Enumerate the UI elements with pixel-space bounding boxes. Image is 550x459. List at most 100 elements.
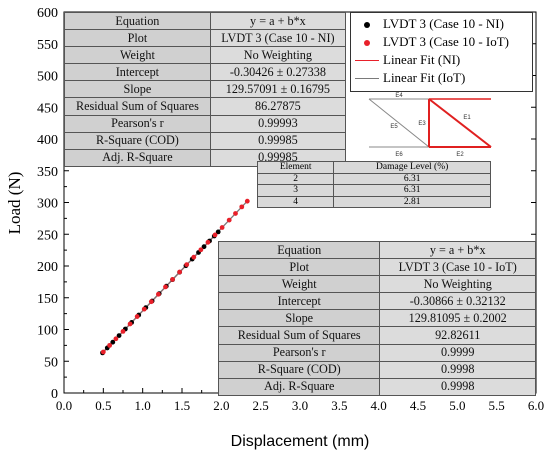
legend-item-fit-ni: Linear Fit (NI) bbox=[355, 51, 460, 69]
data-point bbox=[156, 291, 161, 297]
data-point bbox=[116, 333, 122, 338]
data-point bbox=[198, 247, 204, 253]
fit-table-value: 0.9999 bbox=[379, 343, 536, 362]
label-e3: E3 bbox=[418, 121, 426, 127]
fit-table-key: Weight bbox=[217, 275, 381, 294]
fit-table-value: LVDT 3 (Case 10 - IoT) bbox=[379, 258, 536, 277]
damage-cell: Element bbox=[256, 161, 335, 174]
damage-table-header: Element Damage Level (%) bbox=[256, 161, 491, 174]
fit-table-key: Adj. R-Square bbox=[64, 148, 211, 167]
y-tick-label: 600 bbox=[37, 6, 58, 21]
y-tick-label: 550 bbox=[37, 38, 58, 53]
fit-table-value: y = a + b*x bbox=[209, 11, 347, 31]
fit-table-row: Slope 129.57091 ± 0.16795 bbox=[64, 80, 347, 99]
data-point bbox=[233, 211, 238, 216]
fit-table-row: Slope 129.81095 ± 0.2002 bbox=[217, 309, 536, 328]
data-point bbox=[163, 284, 168, 290]
fit-table-key: Equation bbox=[64, 11, 211, 31]
x-axis-label: Displacement (mm) bbox=[231, 433, 370, 450]
data-point bbox=[212, 232, 218, 238]
legend-item-fit-iot: Linear Fit (IoT) bbox=[355, 69, 465, 87]
fit-table-value: 0.9998 bbox=[379, 377, 536, 396]
fit-table-value: 0.99985 bbox=[209, 131, 347, 150]
x-tick-label: 3.0 bbox=[292, 398, 308, 413]
legend-item-iot: LVDT 3 (Case 10 - IoT) bbox=[355, 33, 509, 51]
fit-table-header: Equation y = a + b*x bbox=[64, 11, 347, 31]
data-point bbox=[100, 349, 106, 355]
label-e4: E4 bbox=[395, 93, 403, 99]
data-point bbox=[127, 321, 133, 327]
label-e1: E1 bbox=[463, 115, 471, 121]
fit-table-key: R-Square (COD) bbox=[64, 131, 211, 150]
fit-table-row: Plot LVDT 3 (Case 10 - IoT) bbox=[217, 258, 536, 277]
label-e5: E5 bbox=[390, 124, 398, 130]
y-tick-label: 300 bbox=[37, 197, 58, 212]
legend-label-ni: LVDT 3 (Case 10 - NI) bbox=[383, 16, 504, 31]
data-point bbox=[148, 299, 154, 305]
fit-table-row: Plot LVDT 3 (Case 10 - NI) bbox=[64, 29, 347, 48]
data-point bbox=[141, 306, 147, 312]
x-tick-label: 0.0 bbox=[56, 398, 72, 413]
x-tick-label: 0.5 bbox=[95, 398, 111, 413]
data-point bbox=[201, 244, 207, 250]
fit-table-value: y = a + b*x bbox=[379, 240, 536, 260]
fit-table-value: -0.30866 ± 0.32132 bbox=[379, 292, 536, 311]
fit-table-key: Adj. R-Square bbox=[217, 377, 381, 396]
y-tick-label: 250 bbox=[37, 228, 58, 243]
damage-cell: 2.81 bbox=[333, 195, 491, 208]
legend-marker-ni bbox=[355, 20, 379, 30]
x-tick-label: 4.0 bbox=[371, 398, 387, 413]
data-point bbox=[239, 204, 245, 210]
y-tick-label: 100 bbox=[37, 324, 58, 339]
fit-table-key: Residual Sum of Squares bbox=[217, 326, 381, 345]
x-tick-label: 5.5 bbox=[489, 398, 505, 413]
x-tick-label: 2.5 bbox=[253, 398, 269, 413]
fit-table-key: Pearson's r bbox=[64, 114, 211, 133]
y-tick-label: 200 bbox=[37, 260, 58, 275]
fit-table-value: 86.27875 bbox=[209, 97, 347, 116]
data-point bbox=[170, 277, 175, 282]
y-tick-label: 0 bbox=[51, 387, 58, 402]
fit-table-value: -0.30426 ± 0.27338 bbox=[209, 63, 347, 82]
fit-table-row: Residual Sum of Squares 86.27875 bbox=[64, 97, 347, 116]
damage-table: Element Damage Level (%) 2 6.31 3 6.31 4 2.81 bbox=[256, 161, 491, 208]
fit-table-key: R-Square (COD) bbox=[217, 360, 381, 379]
damage-table-row: 2 6.31 bbox=[256, 172, 491, 185]
x-tick-label: 1.5 bbox=[174, 398, 190, 413]
fit-table-header: Equation y = a + b*x bbox=[217, 240, 536, 260]
data-point bbox=[244, 198, 250, 204]
fit-table-key: Pearson's r bbox=[217, 343, 381, 362]
legend-line-fit-iot bbox=[355, 74, 379, 84]
legend-item-ni: LVDT 3 (Case 10 - NI) bbox=[355, 15, 504, 33]
fit-table-key: Plot bbox=[64, 29, 211, 48]
fit-table-key: Equation bbox=[217, 240, 381, 260]
fit-table-ni: Equation y = a + b*x Plot LVDT 3 (Case 10 -… bbox=[64, 11, 347, 167]
truss-diagram: E4 E5 E3 E1 E6 E2 bbox=[368, 93, 492, 158]
fit-table-row: Pearson's r 0.9999 bbox=[217, 343, 536, 362]
fit-table-key: Residual Sum of Squares bbox=[64, 97, 211, 116]
fit-table-row: Intercept -0.30426 ± 0.27338 bbox=[64, 63, 347, 82]
fit-table-value: 129.81095 ± 0.2002 bbox=[379, 309, 536, 328]
damage-cell: Damage Level (%) bbox=[333, 161, 491, 174]
y-tick-label: 150 bbox=[37, 292, 58, 307]
y-tick-label: 50 bbox=[44, 355, 58, 370]
fit-table-row: R-Square (COD) 0.9998 bbox=[217, 360, 536, 379]
fit-table-value: LVDT 3 (Case 10 - NI) bbox=[209, 29, 347, 48]
fit-table-key: Plot bbox=[217, 258, 381, 277]
data-point bbox=[177, 269, 183, 275]
data-point bbox=[120, 329, 126, 334]
label-e6: E6 bbox=[395, 152, 403, 158]
x-tick-label: 6.0 bbox=[528, 398, 544, 413]
fit-table-value: 92.82611 bbox=[379, 326, 536, 345]
data-point bbox=[205, 239, 211, 245]
fit-table-value: 0.9998 bbox=[379, 360, 536, 379]
axes: 0.0 0.5 1.0 1.5 2.0 2.5 3.0 3.5 4.0 4.5 5.0 5.5 6.0 0… bbox=[37, 6, 544, 413]
damage-table-row: 3 6.31 bbox=[256, 184, 491, 197]
damage-table-row: 4 2.81 bbox=[256, 195, 491, 208]
fit-table-value: 0.99993 bbox=[209, 114, 347, 133]
damage-cell: 6.31 bbox=[333, 184, 491, 197]
x-tick-label: 3.5 bbox=[331, 398, 347, 413]
y-tick-label: 500 bbox=[37, 70, 58, 85]
data-point bbox=[226, 217, 232, 223]
